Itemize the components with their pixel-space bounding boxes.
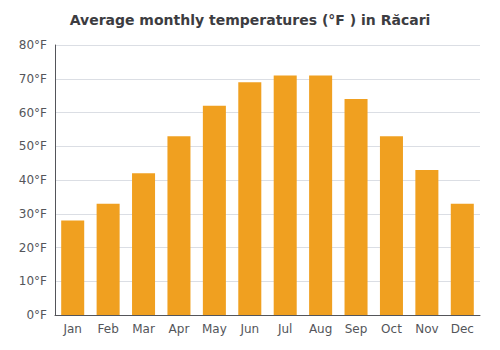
svg-text:10°F: 10°F [19,274,47,288]
svg-text:May: May [202,322,227,336]
svg-text:Average monthly temperatures (: Average monthly temperatures (°F ) in Ră… [70,12,431,28]
svg-text:Oct: Oct [381,322,402,336]
svg-text:Aug: Aug [309,322,332,336]
svg-text:Nov: Nov [415,322,438,336]
svg-text:20°F: 20°F [19,241,47,255]
svg-text:30°F: 30°F [19,207,47,221]
svg-text:0°F: 0°F [26,308,47,322]
svg-text:Jul: Jul [277,322,292,336]
svg-text:Jun: Jun [239,322,259,336]
svg-text:70°F: 70°F [19,72,47,86]
svg-text:Dec: Dec [451,322,474,336]
svg-text:Apr: Apr [169,322,190,336]
svg-text:40°F: 40°F [19,173,47,187]
svg-text:Feb: Feb [98,322,119,336]
svg-text:Sep: Sep [345,322,368,336]
svg-text:80°F: 80°F [19,38,47,52]
svg-text:Mar: Mar [132,322,155,336]
svg-text:60°F: 60°F [19,106,47,120]
svg-text:Jan: Jan [62,322,82,336]
svg-text:50°F: 50°F [19,139,47,153]
